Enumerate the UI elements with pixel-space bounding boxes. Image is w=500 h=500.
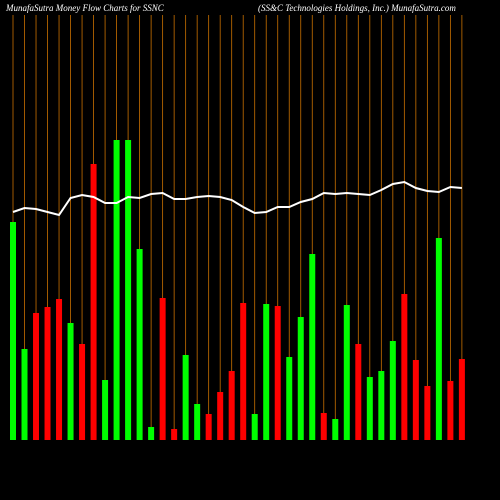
bar bbox=[240, 303, 247, 440]
chart-subtitle: (SS&C Technologies Holdings, Inc.) Munaf… bbox=[258, 3, 456, 13]
bar bbox=[33, 313, 40, 440]
bar bbox=[447, 381, 454, 440]
bar bbox=[228, 371, 235, 440]
bar bbox=[102, 380, 109, 440]
bar bbox=[194, 404, 201, 440]
bar bbox=[44, 307, 51, 440]
bar bbox=[309, 254, 316, 440]
bar bbox=[458, 359, 465, 440]
bar bbox=[297, 317, 304, 440]
bar bbox=[286, 357, 293, 440]
bar bbox=[79, 344, 86, 440]
bar bbox=[10, 222, 16, 440]
bar bbox=[182, 355, 189, 440]
bar bbox=[378, 371, 385, 440]
bar bbox=[412, 360, 419, 440]
bar bbox=[389, 341, 396, 440]
bar bbox=[343, 305, 350, 440]
bar bbox=[56, 299, 63, 440]
bar bbox=[113, 140, 120, 440]
bar bbox=[125, 140, 132, 440]
bar bbox=[136, 249, 143, 440]
bar bbox=[274, 306, 281, 440]
bar bbox=[171, 429, 178, 440]
bar bbox=[67, 323, 74, 440]
bar bbox=[217, 392, 224, 440]
bar bbox=[251, 414, 258, 440]
money-flow-line bbox=[12, 180, 462, 217]
bar bbox=[320, 413, 327, 440]
bar bbox=[424, 386, 431, 440]
bar bbox=[435, 238, 442, 440]
bar bbox=[401, 294, 408, 440]
bar bbox=[205, 414, 212, 440]
bar bbox=[159, 298, 166, 440]
bar bbox=[332, 419, 339, 440]
chart-title: MunafaSutra Money Flow Charts for SSNC bbox=[5, 3, 165, 13]
bar bbox=[21, 349, 28, 440]
bar bbox=[366, 377, 373, 440]
bar bbox=[355, 344, 362, 440]
bar bbox=[148, 427, 155, 440]
bar bbox=[263, 304, 270, 440]
bar bbox=[90, 164, 97, 440]
